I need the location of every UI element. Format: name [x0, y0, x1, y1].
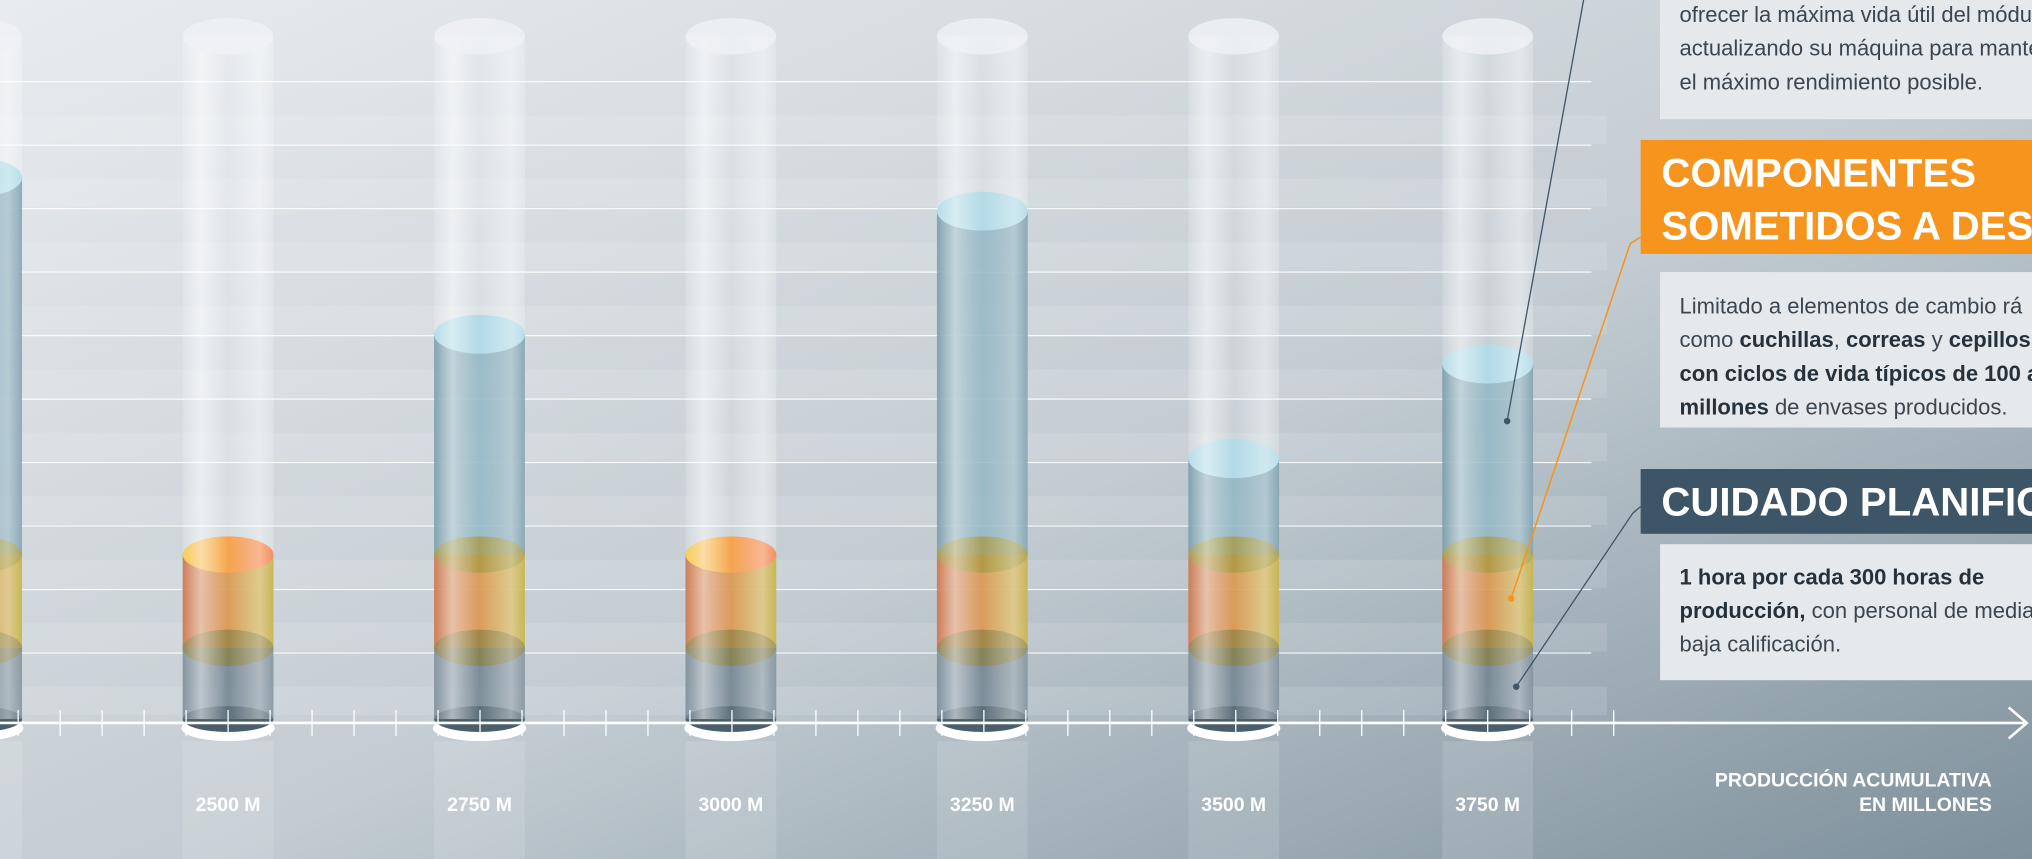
axis-label: 3750 M — [1455, 794, 1520, 816]
text-segment: producción, — [1680, 598, 1806, 623]
glass-top — [182, 18, 274, 55]
glass-top — [936, 18, 1028, 55]
glass — [936, 36, 1028, 720]
components-box — [1660, 272, 2032, 428]
axis-label: 3250 M — [950, 794, 1015, 816]
text-segment: baja calificación. — [1680, 632, 1842, 657]
body-line: 1 hora por cada 300 horas de — [1680, 564, 1985, 589]
body-line: millones de envases producidos. — [1680, 395, 2008, 420]
glass-top — [685, 18, 777, 55]
glass-top — [1442, 18, 1534, 55]
body-line: baja calificación. — [1680, 632, 1842, 657]
components-heading-box — [1640, 139, 2032, 254]
text-segment: cepillos — [1949, 327, 2031, 352]
leader-dot — [1507, 595, 1515, 602]
leader-line — [1510, 236, 1642, 599]
intro-line: actualizando su máquina para mante — [1680, 36, 2032, 61]
body-line: como cuchillas, correas y cepillos, — [1680, 327, 2032, 352]
axis-title: PRODUCCIÓN ACUMULATIVA — [1715, 767, 1992, 791]
reflection — [936, 741, 1028, 859]
leader-line — [1506, 0, 1585, 422]
section-heading: CUIDADO PLANIFICADO — [1661, 480, 2032, 525]
glass — [1188, 36, 1280, 720]
section-heading: COMPONENTES — [1661, 151, 1976, 196]
axis-label: 2750 M — [447, 794, 512, 816]
body-line: Limitado a elementos de cambio rá — [1680, 294, 2023, 319]
reflection — [434, 741, 525, 859]
axis-label: 2500 M — [196, 794, 261, 816]
text-segment: cuchillas — [1739, 327, 1833, 352]
axis-label: 3500 M — [1201, 794, 1266, 816]
axis-label: 3000 M — [699, 794, 764, 816]
reflection — [182, 741, 274, 859]
text-segment: correas — [1846, 327, 1926, 352]
glass — [685, 36, 777, 720]
text-segment: millones — [1680, 395, 1769, 420]
body-line: producción, con personal de media — [1680, 598, 2032, 623]
reflection — [1188, 741, 1280, 859]
intro-line: el máximo rendimiento posible. — [1680, 69, 1984, 94]
care-box — [1660, 544, 2032, 681]
text-segment: de envases producidos. — [1769, 395, 2008, 420]
text-segment: con personal de media — [1806, 598, 2032, 623]
reflection — [0, 741, 23, 859]
leader-dot — [1503, 417, 1511, 425]
care-heading-box — [1640, 469, 2032, 534]
text-segment: y — [1926, 327, 1949, 352]
text-segment: , — [2031, 327, 2032, 352]
text-segment: , — [1834, 327, 1846, 352]
leader-line — [1515, 506, 1642, 688]
glass-top — [0, 20, 23, 52]
intro-line: ofrecer la máxima vida útil del módul — [1680, 2, 2032, 27]
glass-top — [1188, 18, 1280, 55]
axis-title: EN MILLONES — [1859, 794, 1992, 816]
body-line: con ciclos de vida típicos de 100 a 3 — [1680, 361, 2032, 386]
glass — [1442, 36, 1534, 720]
text-segment: 1 hora por cada 300 horas de — [1680, 564, 1985, 589]
glass — [434, 36, 525, 720]
intro-box — [1660, 0, 2032, 120]
glass — [182, 36, 274, 720]
glass — [0, 36, 23, 720]
axis-arrow — [2007, 706, 2029, 740]
text-segment: Limitado a elementos de cambio rá — [1680, 294, 2023, 319]
reflection — [685, 741, 777, 859]
reflection — [1442, 741, 1534, 859]
section-heading: SOMETIDOS A DESGAST — [1661, 204, 2032, 249]
glass-top — [434, 18, 525, 55]
texts: ofrecer la máxima vida útil del módul act… — [1661, 2, 2032, 657]
leader-dot — [1512, 683, 1520, 690]
text-segment: con ciclos de vida típicos de 100 a 3 — [1680, 361, 2032, 386]
text-segment: como — [1680, 327, 1740, 352]
